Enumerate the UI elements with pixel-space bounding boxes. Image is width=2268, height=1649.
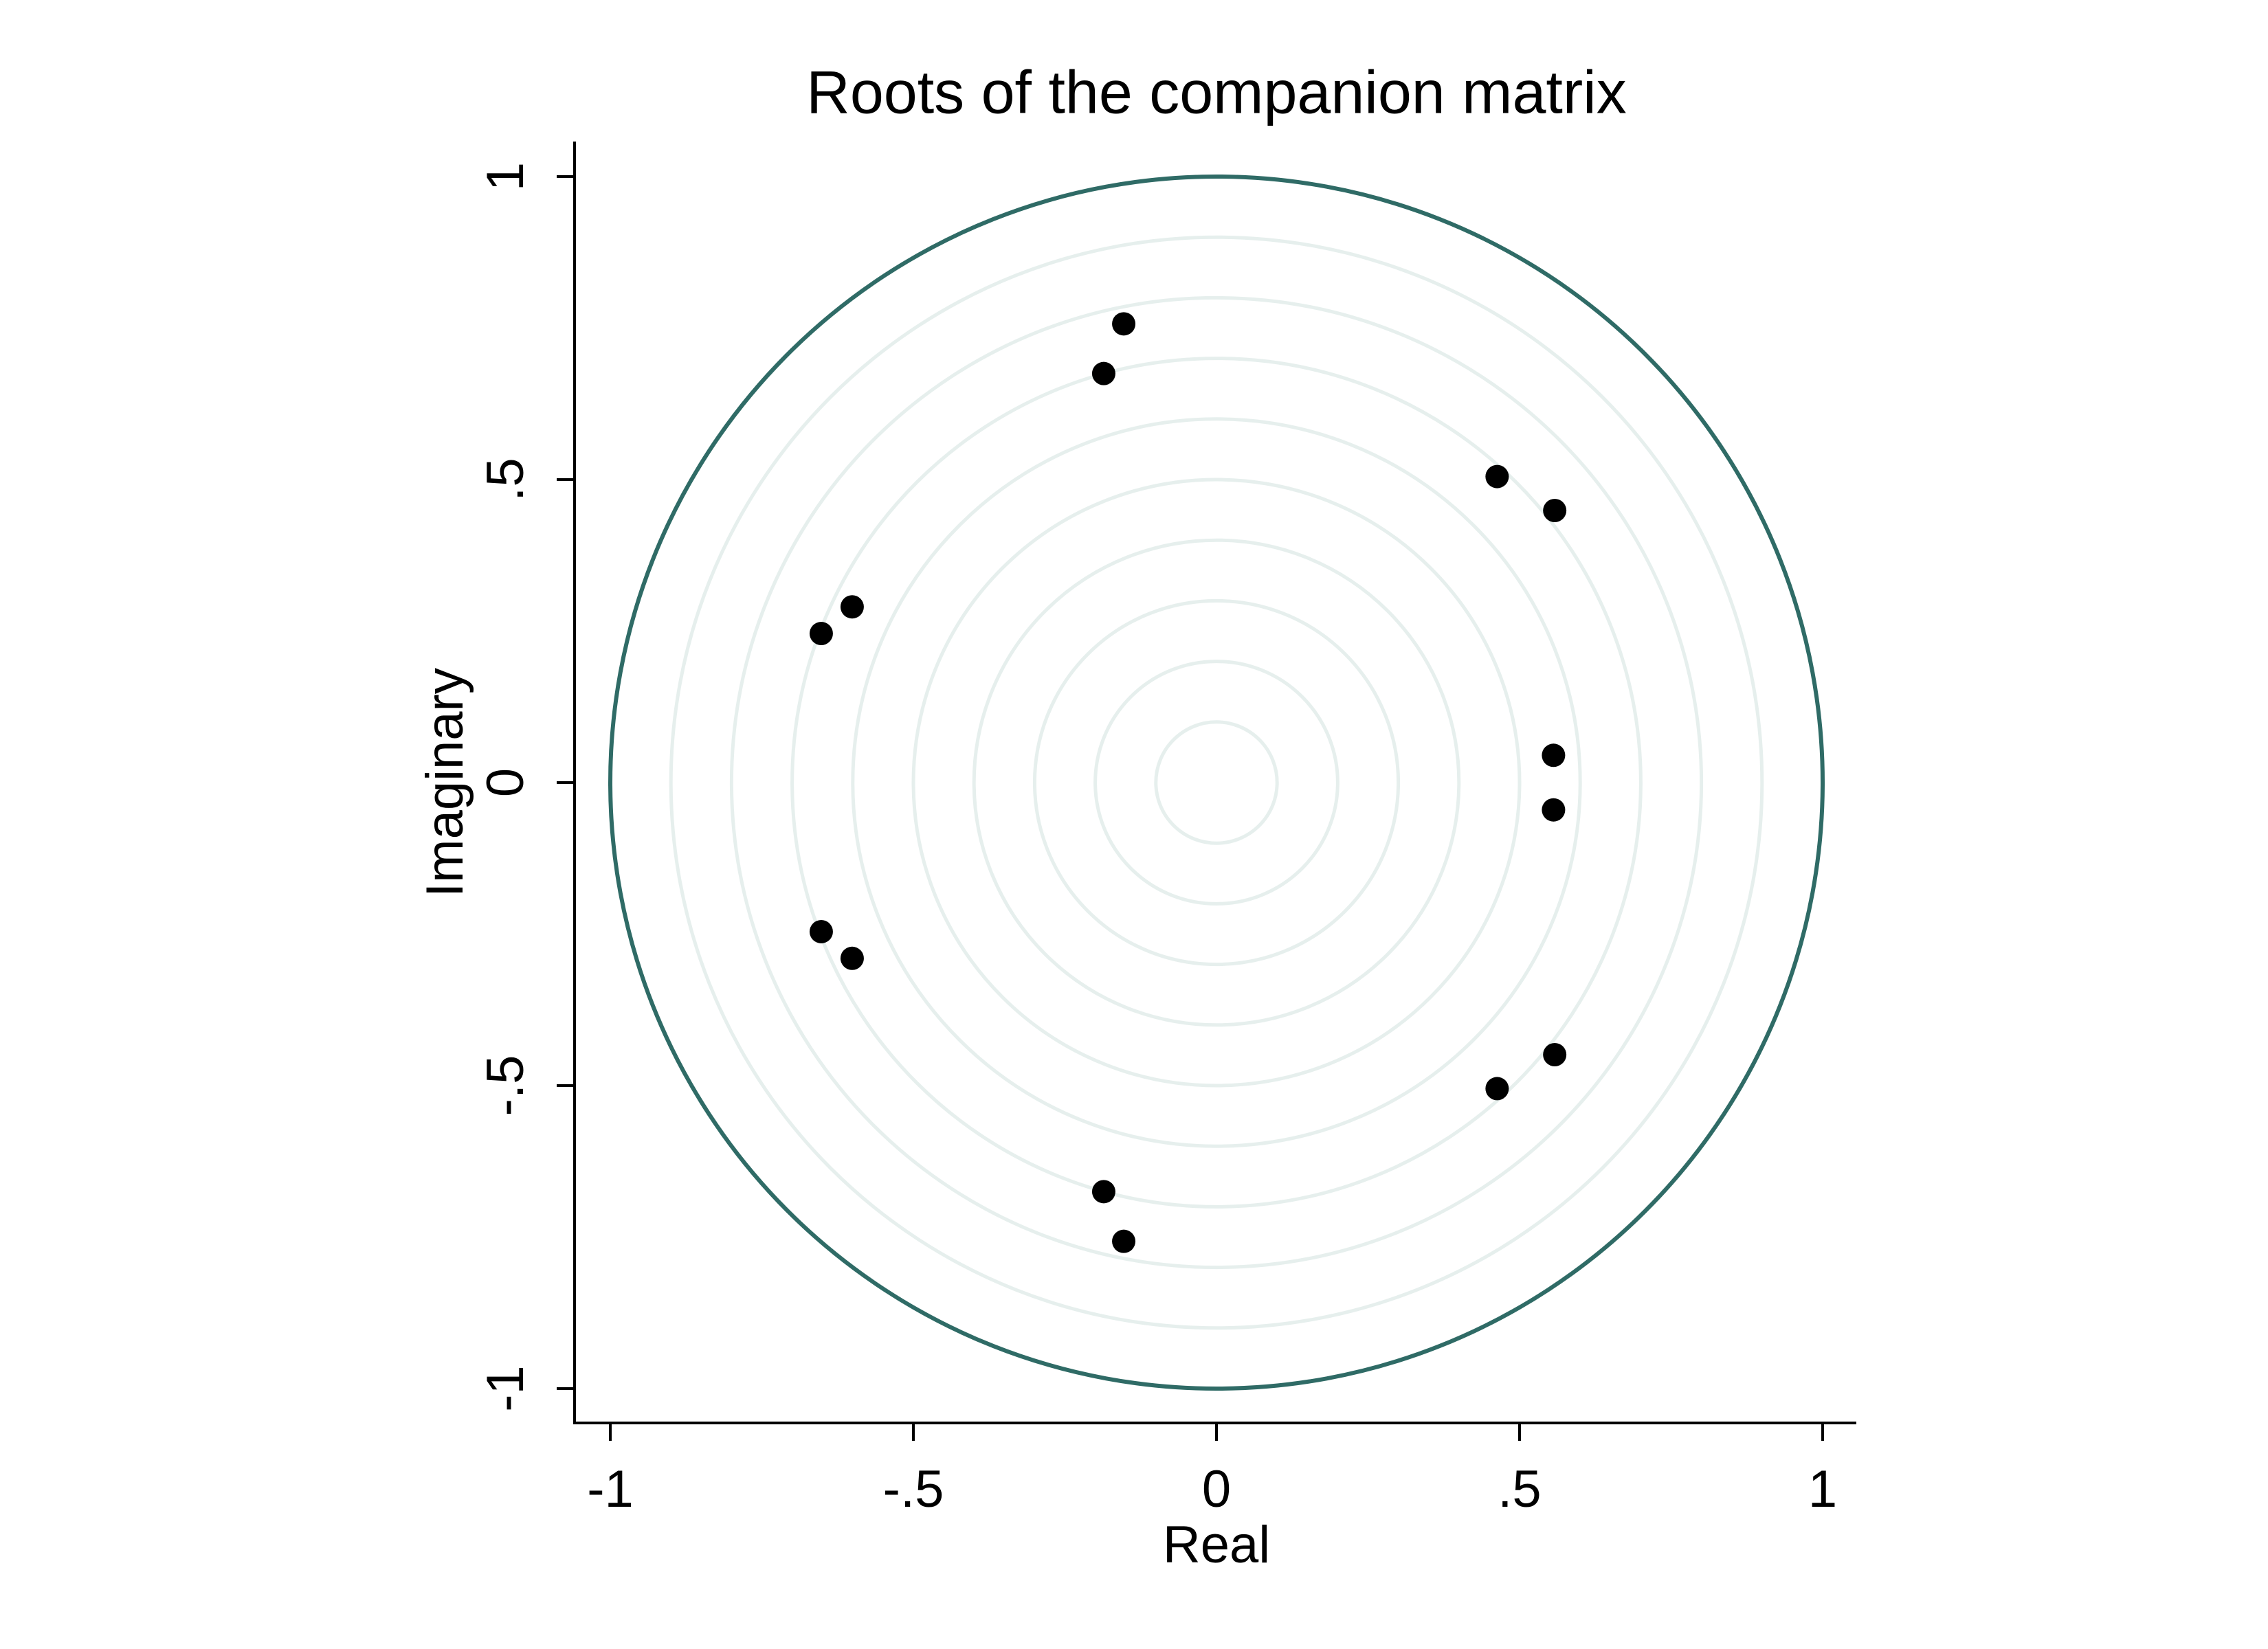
y-tick-label: 1 <box>476 162 535 191</box>
reference-circle <box>972 538 1461 1027</box>
root-point <box>809 919 833 943</box>
reference-circle <box>911 478 1522 1088</box>
x-tick-label: -1 <box>587 1460 634 1518</box>
root-point <box>809 622 833 646</box>
reference-circle <box>669 235 1764 1330</box>
root-point <box>1112 1229 1136 1253</box>
y-tick-label: 0 <box>476 768 535 797</box>
root-point <box>1543 498 1567 522</box>
reference-circle <box>1154 720 1279 845</box>
reference-circle <box>729 295 1704 1270</box>
unit-circle <box>608 175 1825 1391</box>
y-tick-label: -.5 <box>476 1055 535 1117</box>
root-point <box>1543 1043 1567 1067</box>
root-point <box>840 946 864 970</box>
y-axis-label: Imaginary <box>416 668 474 897</box>
root-point <box>1542 743 1566 767</box>
chart-title: Roots of the companion matrix <box>806 58 1626 126</box>
x-tick-label: -.5 <box>883 1460 944 1518</box>
root-point <box>1485 464 1509 489</box>
reference-circle <box>1032 598 1401 967</box>
y-tick-label: .5 <box>476 458 535 501</box>
root-point <box>1091 1180 1115 1204</box>
root-point <box>1542 798 1566 822</box>
root-point <box>1485 1077 1509 1101</box>
root-point <box>1112 312 1136 336</box>
root-point <box>1091 361 1115 385</box>
x-tick-label: 0 <box>1202 1460 1231 1518</box>
root-point <box>840 595 864 619</box>
x-axis-label: Real <box>1163 1516 1270 1574</box>
y-tick-label: -1 <box>476 1365 535 1412</box>
x-tick-label: .5 <box>1498 1460 1541 1518</box>
reference-circle <box>1093 660 1339 906</box>
x-tick-label: 1 <box>1808 1460 1837 1518</box>
reference-circle <box>851 417 1582 1148</box>
reference-circle <box>790 357 1643 1209</box>
